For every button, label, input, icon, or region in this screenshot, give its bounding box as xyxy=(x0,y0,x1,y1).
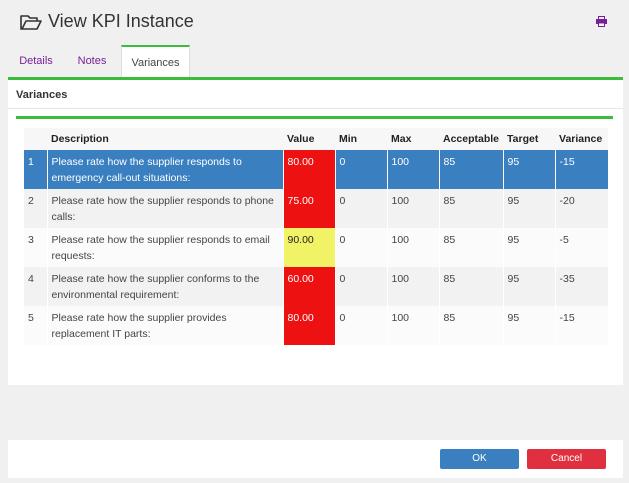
table-row[interactable]: 2 Please rate how the supplier responds t… xyxy=(24,189,609,228)
table-cell: -15 xyxy=(555,150,609,189)
header-cell: Target xyxy=(503,128,556,150)
table-row[interactable]: 5 Please rate how the supplier provides r… xyxy=(24,306,609,345)
value-cell: 75.00 xyxy=(283,189,336,228)
table-cell: 85 xyxy=(439,150,504,189)
table-cell: 85 xyxy=(439,267,504,306)
page-title: View KPI Instance xyxy=(48,11,194,31)
tab[interactable]: Details xyxy=(19,55,53,67)
value-cell: 60.00 xyxy=(283,267,336,306)
print-icon[interactable] xyxy=(596,16,607,27)
header-cell: Value xyxy=(283,128,335,150)
header-cell: Acceptable xyxy=(439,128,504,150)
table-cell: -15 xyxy=(555,306,609,345)
header-cell: Max xyxy=(387,128,439,150)
table-cell: Please rate how the supplier responds to… xyxy=(47,189,284,228)
table-cell: Please rate how the supplier provides re… xyxy=(47,306,284,345)
table-cell: 100 xyxy=(387,267,440,306)
table-cell: 100 xyxy=(387,306,440,345)
header-cell xyxy=(24,128,47,150)
table-cell: 0 xyxy=(335,267,388,306)
table-cell: 4 xyxy=(24,267,48,306)
section-title: Variances xyxy=(16,89,68,101)
table-cell: 100 xyxy=(387,228,440,267)
table-cell: 5 xyxy=(24,306,48,345)
table-cell: 85 xyxy=(439,189,504,228)
value-cell: 90.00 xyxy=(283,228,336,267)
table-cell: 100 xyxy=(387,189,440,228)
table-cell: 85 xyxy=(439,306,504,345)
tab-active[interactable]: Variances xyxy=(121,45,190,78)
table-cell: 0 xyxy=(335,150,388,189)
header-cell: Description xyxy=(47,128,283,150)
header-row: Description Value Min Max Acceptable Target Va… xyxy=(24,128,609,150)
table-row[interactable]: 3 Please rate how the supplier responds t… xyxy=(24,228,609,267)
table-cell: Please rate how the supplier responds to… xyxy=(47,228,284,267)
table-cell: 95 xyxy=(503,189,556,228)
table-cell: 0 xyxy=(335,189,388,228)
table-cell: 95 xyxy=(503,267,556,306)
table-cell: 1 xyxy=(24,150,48,189)
value-cell: 80.00 xyxy=(283,306,336,345)
table-cell: 95 xyxy=(503,228,556,267)
table-cell: -35 xyxy=(555,267,609,306)
table-row[interactable]: 1 Please rate how the supplier responds t… xyxy=(24,150,609,189)
table-cell: 0 xyxy=(335,228,388,267)
table-cell: Please rate how the supplier conforms to… xyxy=(47,267,284,306)
folder-icon xyxy=(20,15,42,30)
variance-table: Description Value Min Max Acceptable Target Va… xyxy=(24,128,609,345)
table-row[interactable]: 4 Please rate how the supplier conforms t… xyxy=(24,267,609,306)
table-cell: -5 xyxy=(555,228,609,267)
table-cell: 2 xyxy=(24,189,48,228)
table-cell: -20 xyxy=(555,189,609,228)
value-cell: 80.00 xyxy=(283,150,336,189)
header-cell: Variance xyxy=(555,128,609,150)
table-cell: 0 xyxy=(335,306,388,345)
tab[interactable]: Notes xyxy=(77,55,107,67)
ok-button[interactable]: OK xyxy=(440,449,519,469)
table-cell: 95 xyxy=(503,150,556,189)
table-cell: Please rate how the supplier responds to… xyxy=(47,150,284,189)
footer xyxy=(8,440,623,478)
tab-underline xyxy=(8,77,623,80)
table-cell: 85 xyxy=(439,228,504,267)
table-cell: 100 xyxy=(387,150,440,189)
cancel-button[interactable]: Cancel xyxy=(527,449,606,469)
separator xyxy=(8,108,623,109)
header-cell: Min xyxy=(335,128,387,150)
table-cell: 3 xyxy=(24,228,48,267)
table-cell: 95 xyxy=(503,306,556,345)
